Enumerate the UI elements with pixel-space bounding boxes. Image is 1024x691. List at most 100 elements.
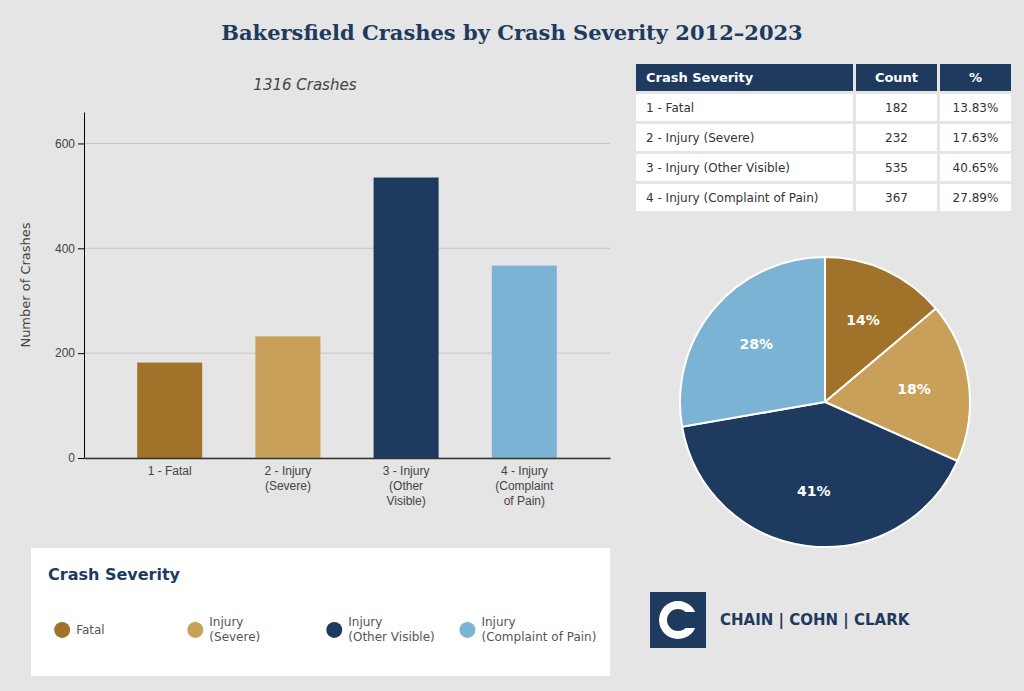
legend-title: Crash Severity bbox=[48, 565, 181, 584]
tick: 400 bbox=[55, 242, 84, 256]
title: Bakersfield Crashes by Crash Severity 20… bbox=[221, 20, 802, 45]
background bbox=[0, 0, 1024, 691]
tick-mark bbox=[78, 143, 84, 144]
legend-entry-line: (Severe) bbox=[209, 630, 260, 644]
legend-entry: Fatal bbox=[76, 623, 105, 637]
pie-slice bbox=[680, 257, 825, 427]
table-cell bbox=[636, 94, 853, 121]
table-cell bbox=[940, 184, 1011, 211]
legend-swatch bbox=[54, 622, 70, 638]
data-label: 14% bbox=[846, 312, 880, 328]
tick: 200 bbox=[55, 346, 84, 360]
tick-label: 0 bbox=[68, 451, 75, 465]
table-text: 27.89% bbox=[953, 191, 999, 205]
tick-label: 200 bbox=[55, 346, 75, 360]
table-header-cell bbox=[636, 64, 853, 91]
table-text: 535 bbox=[885, 161, 908, 175]
tick-label: 600 bbox=[55, 137, 75, 151]
y-axis: 0 200 400 600 bbox=[55, 113, 85, 466]
table-text: 182 bbox=[885, 101, 908, 115]
legend-entry-line: (Other Visible) bbox=[348, 630, 434, 644]
legend-swatch bbox=[326, 622, 342, 638]
table-header-cell bbox=[940, 64, 1011, 91]
bar bbox=[137, 363, 202, 458]
table-cell bbox=[856, 154, 937, 181]
legend-swatch bbox=[459, 622, 475, 638]
table-cell bbox=[856, 94, 937, 121]
legend-entry-line: Injury bbox=[348, 615, 382, 629]
bar bbox=[492, 266, 557, 458]
legend-entry: Injury(Complaint of Pain) bbox=[481, 615, 596, 644]
table-header: Crash Severity bbox=[646, 70, 754, 85]
tick-label-line: Visible) bbox=[387, 494, 426, 508]
y-axis-title: Number of Crashes bbox=[18, 222, 33, 347]
logo-box bbox=[650, 592, 706, 648]
legend-box bbox=[31, 548, 610, 676]
table: Crash Severity Count% 1 - Fatal 182 13.83% 2 … bbox=[636, 64, 1011, 211]
axis-line bbox=[84, 113, 85, 459]
table-cell bbox=[636, 124, 853, 151]
table-header: % bbox=[969, 70, 982, 85]
tick-mark bbox=[78, 458, 84, 459]
pie-slice bbox=[682, 402, 957, 547]
legend: Crash SeverityFatalInjury(Severe)Injury(… bbox=[31, 548, 610, 676]
legend-entry: Injury(Other Visible) bbox=[348, 615, 434, 644]
tick: 3 - Injury(OtherVisible) bbox=[383, 464, 430, 508]
table-cell bbox=[856, 184, 937, 211]
subtitle: 1316 Crashes bbox=[253, 76, 356, 94]
grid-line bbox=[84, 143, 610, 144]
bar bbox=[255, 336, 320, 458]
logo-cut bbox=[682, 612, 702, 628]
tick: 0 bbox=[68, 451, 84, 465]
table-text: 2 - Injury (Severe) bbox=[646, 131, 754, 145]
table-text: 40.65% bbox=[953, 161, 999, 175]
annotation: CHAIN | COHN | CLARK bbox=[720, 611, 911, 630]
legend-swatch bbox=[187, 622, 203, 638]
logo bbox=[650, 592, 706, 648]
bar bbox=[374, 178, 439, 458]
table-text: 232 bbox=[885, 131, 908, 145]
axis-line bbox=[85, 458, 611, 460]
table-cell bbox=[940, 124, 1011, 151]
tick-mark bbox=[78, 248, 84, 249]
legend-entry-line: Injury bbox=[209, 615, 243, 629]
tick: 1 - Fatal bbox=[148, 464, 192, 478]
data-label: 41% bbox=[797, 483, 831, 499]
table-cell bbox=[940, 94, 1011, 121]
tick-label: 1 - Fatal bbox=[148, 464, 192, 478]
legend-entry-line: Fatal bbox=[76, 623, 105, 637]
tick-label-line: (Other bbox=[389, 479, 423, 493]
table-cell bbox=[856, 124, 937, 151]
pie bbox=[680, 257, 970, 547]
table-text: 4 - Injury (Complaint of Pain) bbox=[646, 191, 818, 205]
table-text: 13.83% bbox=[953, 101, 999, 115]
grid-line bbox=[84, 248, 610, 249]
table-text: 367 bbox=[885, 191, 908, 205]
tick-label-line: 3 - Injury bbox=[383, 464, 430, 478]
tick-label-line: 2 - Injury bbox=[265, 464, 312, 478]
tick: 600 bbox=[55, 137, 84, 151]
tick: 4 - Injury(Complaintof Pain) bbox=[495, 464, 554, 508]
tick-mark bbox=[78, 353, 84, 354]
legend-entry: Injury(Severe) bbox=[209, 615, 260, 644]
legend-entry-line: (Complaint of Pain) bbox=[481, 630, 596, 644]
tick-label: 4 - Injury(Complaintof Pain) bbox=[495, 464, 554, 508]
tick-label-line: 4 - Injury bbox=[501, 464, 548, 478]
table-header: Count bbox=[875, 70, 918, 85]
data-label: 18% bbox=[897, 381, 931, 397]
tick-label: 2 - Injury(Severe) bbox=[265, 464, 312, 493]
tick: 2 - Injury(Severe) bbox=[265, 464, 312, 493]
table-cell bbox=[636, 184, 853, 211]
legend-entry-line: Injury bbox=[481, 615, 515, 629]
data-label: 28% bbox=[739, 336, 773, 352]
bars bbox=[137, 178, 557, 458]
table-text: 17.63% bbox=[953, 131, 999, 145]
table-text: 1 - Fatal bbox=[646, 101, 694, 115]
data-labels: 14% 18% 41% 28% bbox=[739, 312, 930, 499]
grid bbox=[84, 143, 610, 458]
chart-canvas: Bakersfield Crashes by Crash Severity 20… bbox=[0, 0, 1024, 691]
table-cell bbox=[636, 154, 853, 181]
tick-label-line: 1 - Fatal bbox=[148, 464, 192, 478]
table-cell bbox=[940, 154, 1011, 181]
tick-label-line: (Complaint bbox=[495, 479, 554, 493]
